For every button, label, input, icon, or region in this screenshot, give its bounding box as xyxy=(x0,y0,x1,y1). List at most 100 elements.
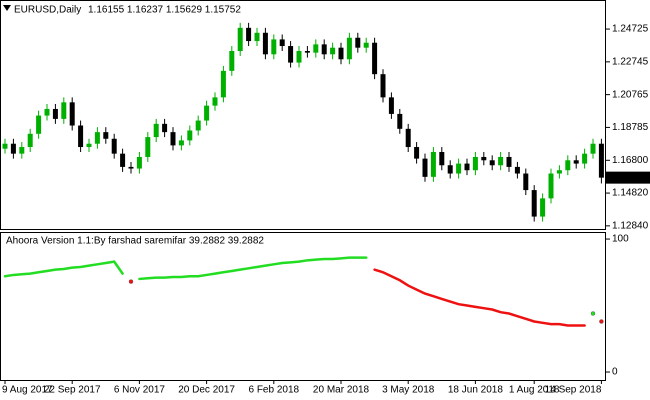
candle-body xyxy=(422,158,428,177)
last-price-box xyxy=(606,171,650,184)
candle-body xyxy=(204,105,210,121)
candle-body xyxy=(145,137,151,157)
candle-body xyxy=(565,160,571,171)
ohlc-text: 1.16155 1.16237 1.15629 1.15752 xyxy=(88,5,241,16)
x-tick-label: 1 Aug 2018 xyxy=(509,385,560,396)
candle-body xyxy=(2,143,8,149)
y-tick-label: 0 xyxy=(612,367,618,378)
candle-body xyxy=(556,170,562,174)
candle-body xyxy=(523,173,529,191)
candle-body xyxy=(531,190,537,217)
candle-body xyxy=(170,132,176,146)
candle-body xyxy=(590,143,596,154)
y-tick-label: 100 xyxy=(612,234,629,245)
candle-body xyxy=(397,113,403,129)
candle-body xyxy=(363,42,369,48)
candle-body xyxy=(598,143,604,178)
candle-body xyxy=(111,138,117,154)
x-tick-label: 3 May 2018 xyxy=(382,385,435,396)
y-tick-label: 1.20765 xyxy=(612,89,649,100)
y-tick-label: 1.12840 xyxy=(612,220,649,231)
candle-body xyxy=(313,44,319,53)
candle-body xyxy=(36,115,42,134)
candle-body xyxy=(69,102,75,126)
candle-body xyxy=(405,128,411,148)
candle-body xyxy=(78,125,84,148)
y-tick-label: 1.16800 xyxy=(612,155,649,166)
candle-body xyxy=(346,37,352,60)
candle-body xyxy=(498,156,504,166)
candle-body xyxy=(44,108,50,116)
candle-body xyxy=(439,152,445,166)
indicator-point xyxy=(128,279,134,284)
candle-body xyxy=(506,156,512,167)
candle-body xyxy=(212,97,218,106)
candle-body xyxy=(61,102,67,119)
candle-body xyxy=(330,47,336,55)
candle-body xyxy=(464,163,470,171)
symbol-icon xyxy=(3,5,11,11)
candle-body xyxy=(19,147,25,154)
candle-body xyxy=(388,97,394,114)
candle-body xyxy=(254,32,260,42)
candle-body xyxy=(338,47,344,60)
indicator-point xyxy=(599,319,604,324)
candle-body xyxy=(27,133,33,148)
candle-body xyxy=(489,160,495,166)
candle-body xyxy=(548,173,554,199)
y-tick-label: 1.24725 xyxy=(612,24,649,35)
indicator-line xyxy=(373,268,586,327)
x-tick-label: 6 Nov 2017 xyxy=(114,385,166,396)
candle-body xyxy=(195,120,201,131)
candle-body xyxy=(153,123,159,138)
candle-body xyxy=(279,39,285,47)
indicator-point xyxy=(590,311,596,316)
indicator-line xyxy=(3,260,124,278)
candle-body xyxy=(187,130,193,141)
candle-body xyxy=(246,27,252,42)
candle-body xyxy=(220,70,226,98)
x-tick-label: 20 Mar 2018 xyxy=(313,385,370,396)
x-tick-label: 9 Aug 2017 xyxy=(2,385,53,396)
candle-body xyxy=(304,50,310,53)
candle-body xyxy=(178,140,184,146)
candle-body xyxy=(86,143,92,148)
candle-body xyxy=(120,153,126,167)
candle-body xyxy=(514,166,520,174)
candle-body xyxy=(573,160,579,164)
candle-body xyxy=(430,152,436,177)
chart-title: EURUSD,Daily xyxy=(14,5,81,16)
candle-body xyxy=(288,46,294,63)
candle-body xyxy=(414,147,420,159)
indicator-title: Ahoora Version 1.1:By farshad saremifar … xyxy=(6,236,264,247)
candle-body xyxy=(380,74,386,98)
candle-body xyxy=(52,108,58,119)
candle-body xyxy=(447,165,453,174)
candle-body xyxy=(271,39,277,55)
candle-body xyxy=(321,44,327,55)
indicator-panel xyxy=(0,232,606,381)
y-tick-label: 1.22745 xyxy=(612,56,649,67)
candle-body xyxy=(296,50,302,63)
last-price-label: 1.15752 xyxy=(612,172,649,183)
candle-body xyxy=(128,166,134,169)
candle-body xyxy=(472,156,478,171)
candle-body xyxy=(10,143,16,154)
candle-body xyxy=(355,37,361,48)
x-tick-label: 22 Sep 2017 xyxy=(44,385,101,396)
candle-body xyxy=(456,163,462,174)
candle-body xyxy=(94,132,100,144)
candle-body xyxy=(481,156,487,161)
candle-body xyxy=(162,123,168,133)
candle-body xyxy=(582,153,588,164)
candle-body xyxy=(540,198,546,217)
x-tick-label: 20 Dec 2017 xyxy=(178,385,235,396)
candle-body xyxy=(237,27,243,51)
price-panel xyxy=(0,0,606,230)
candle-body xyxy=(103,132,109,139)
x-tick-label: 6 Feb 2018 xyxy=(248,385,299,396)
candle-body xyxy=(262,32,268,55)
indicator-line xyxy=(138,256,368,281)
y-tick-label: 1.18785 xyxy=(612,122,649,133)
